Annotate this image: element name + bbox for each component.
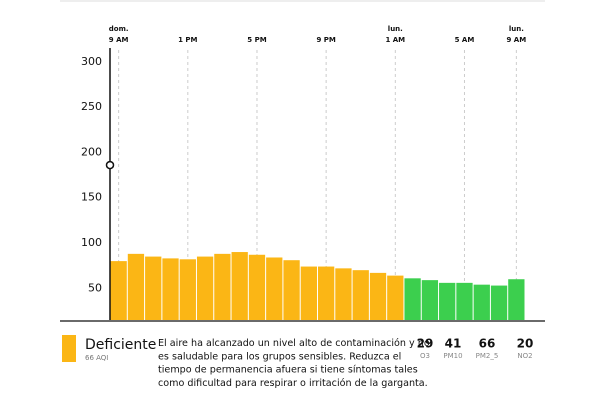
x-tick-day: lun. (509, 25, 524, 33)
bar (179, 259, 196, 320)
bar (456, 282, 473, 320)
bar (421, 280, 439, 320)
bar (248, 254, 266, 320)
x-tick-label: 5 PM (247, 36, 266, 44)
bar (283, 260, 300, 320)
pollutant-value: 20 (517, 337, 534, 351)
bar (231, 252, 248, 320)
category: Deficiente (85, 337, 156, 353)
x-tick-label: 1 AM (385, 36, 405, 44)
description: es saludable para los grupos sensibles. … (158, 351, 401, 362)
bar (266, 257, 283, 320)
description: como dificultad para respirar o irritaci… (158, 377, 428, 389)
bar (127, 253, 145, 320)
pollutant-name: PM2_5 (476, 352, 499, 360)
y-tick-label: 150 (81, 191, 102, 204)
y-tick-label: 250 (81, 100, 102, 113)
bar (145, 256, 162, 320)
bar (318, 266, 335, 320)
pollutant-name: O3 (420, 352, 430, 360)
category-swatch (62, 335, 76, 362)
x-tick-day: lun. (388, 25, 403, 33)
aqi-label: 66 AQI (85, 354, 108, 362)
bar (369, 272, 387, 320)
bar (404, 278, 421, 320)
bar (490, 285, 508, 320)
x-tick-label: 9 AM (109, 36, 129, 44)
pollutant-name: NO2 (517, 352, 532, 360)
pollutant-value: 41 (445, 337, 462, 351)
bar (214, 253, 231, 320)
bar (352, 270, 369, 320)
x-tick-label: 1 PM (178, 36, 197, 44)
bar (439, 282, 456, 320)
bar (387, 275, 404, 320)
x-tick-label: 9 AM (507, 36, 527, 44)
x-tick-label: 5 AM (455, 36, 475, 44)
bar (196, 256, 214, 320)
x-tick-day: dom. (109, 25, 129, 33)
bar (508, 279, 525, 320)
bar (110, 261, 127, 320)
y-tick-label: 300 (81, 55, 102, 68)
cursor-point (105, 160, 115, 170)
bar (300, 266, 317, 320)
y-tick-label: 100 (81, 236, 102, 249)
y-tick-label: 50 (88, 281, 102, 294)
bar (335, 268, 352, 320)
bar (162, 258, 179, 320)
y-tick-label: 200 (81, 145, 102, 158)
pollutant-name: PM10 (443, 352, 462, 360)
pollutant-value: 66 (479, 337, 496, 351)
description: tiempo de permanencia afuera si tiene sí… (158, 364, 418, 376)
x-tick-label: 9 PM (316, 36, 335, 44)
pollutant-value: 29 (417, 337, 434, 351)
bar (473, 284, 490, 320)
description: El aire ha alcanzado un nivel alto de co… (158, 337, 430, 349)
